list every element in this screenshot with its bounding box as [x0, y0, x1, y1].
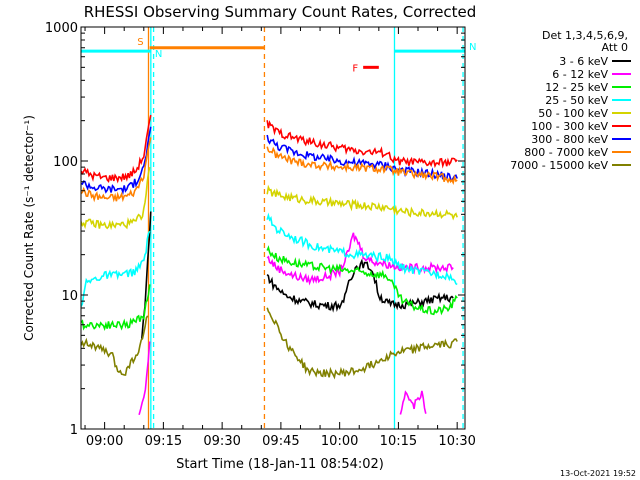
series-line: [266, 245, 458, 316]
y-tick-label: 1: [70, 423, 78, 438]
chart-title: RHESSI Observing Summary Count Rates, Co…: [84, 3, 477, 21]
legend-entry-label: 300 - 800 keV: [531, 133, 608, 146]
flag-label: N: [155, 49, 162, 60]
series-line: [81, 126, 152, 196]
plot-area: S N N F: [81, 27, 476, 429]
legend-entry-label: 100 - 300 keV: [531, 120, 608, 133]
x-tick-label: 10:30: [438, 434, 475, 449]
x-axis-label: Start Time (18-Jan-11 08:54:02): [176, 457, 384, 472]
series-line: [266, 307, 458, 380]
series-line: [399, 390, 427, 415]
vertical-marker-lines: [147, 27, 464, 429]
series-line: [81, 230, 151, 307]
plot-frame: [80, 26, 466, 430]
series-line: [266, 184, 458, 221]
footer-timestamp: 13-Oct-2021 19:52: [560, 469, 636, 478]
legend-entry-label: 7000 - 15000 keV: [510, 159, 608, 172]
x-tick-label: 10:00: [321, 434, 358, 449]
x-tick-label: 09:00: [86, 434, 123, 449]
flag-label: N: [469, 42, 476, 53]
series-line: [81, 166, 151, 231]
series-line: [141, 211, 152, 339]
legend-entry-label: 3 - 6 keV: [559, 55, 608, 68]
legend-entry-label: 6 - 12 keV: [552, 68, 608, 81]
x-tick-label: 10:15: [380, 434, 417, 449]
series-line: [266, 212, 458, 286]
flag-bars: S N N F: [81, 37, 476, 74]
legend-entry-label: 12 - 25 keV: [545, 81, 608, 94]
flag-label: F: [352, 63, 358, 74]
legend-entry-label: 800 - 7000 keV: [524, 146, 608, 159]
y-tick-label: 10: [61, 289, 78, 304]
series-line: [266, 134, 458, 182]
legend-header: Att 0: [602, 41, 628, 54]
flag-label: S: [137, 37, 143, 48]
x-axis-ticks: 09:00 09:15 09:30 09:45 10:00 10:15 10:30: [84, 27, 476, 449]
series-line: [266, 146, 458, 186]
legend-header: Det 1,3,4,5,6,9,: [542, 29, 628, 42]
x-tick-label: 09:15: [145, 434, 182, 449]
series-lines: [81, 114, 458, 416]
y-tick-label: 100: [53, 155, 78, 170]
series-line: [138, 341, 151, 416]
series-line: [81, 137, 152, 203]
series-line: [266, 120, 458, 169]
legend-entry-label: 50 - 100 keV: [538, 107, 608, 120]
series-line: [266, 258, 454, 313]
y-axis-label: Corrected Count Rate (s⁻¹ detector⁻¹): [22, 115, 36, 341]
x-tick-label: 09:30: [203, 434, 240, 449]
legend-entry-label: 25 - 50 keV: [545, 94, 608, 107]
series-line: [81, 315, 149, 376]
y-axis-ticks: 1 10 100 1000: [45, 21, 465, 438]
series-line: [81, 284, 151, 331]
series-line: [81, 114, 152, 184]
y-tick-label: 1000: [45, 21, 78, 36]
x-tick-label: 09:45: [262, 434, 299, 449]
